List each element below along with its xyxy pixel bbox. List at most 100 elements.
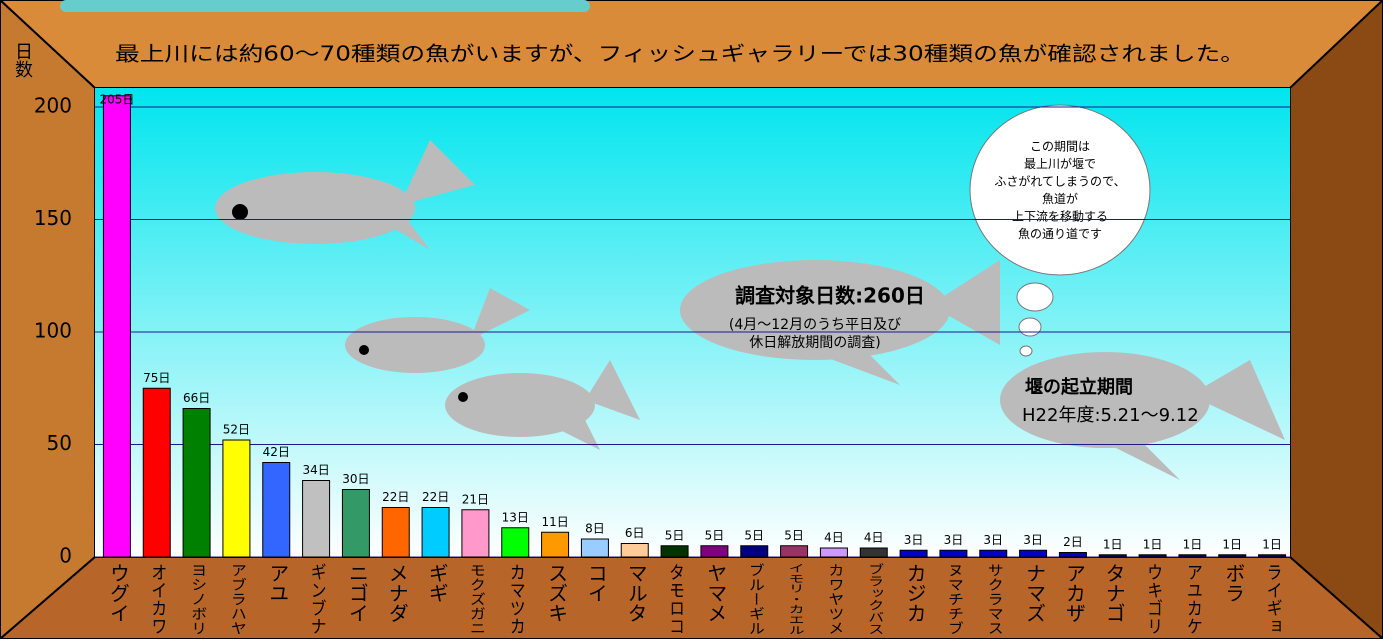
bar [1179, 555, 1206, 557]
x-tick-label: メナダ [385, 563, 409, 623]
value-label: 5日 [665, 528, 685, 542]
survey-note: 休日解放期間の調査) [749, 335, 880, 351]
value-label: 5日 [784, 528, 804, 542]
x-tick-label: アブラハヤ [228, 563, 247, 635]
bar [661, 546, 688, 557]
bar [820, 548, 847, 557]
bar [382, 508, 409, 558]
x-tick-label: ブルーギル [746, 563, 765, 635]
bar [621, 544, 648, 558]
bar [781, 546, 808, 557]
x-tick-label: ヨシノボリ [188, 563, 207, 635]
bar [542, 532, 569, 557]
bar [900, 550, 927, 557]
bar [1020, 550, 1047, 557]
value-label: 42日 [263, 445, 290, 459]
x-tick-label: ブラックバス [865, 563, 884, 635]
y-tick-label: 150 [34, 206, 72, 230]
bar [223, 440, 250, 557]
x-tick-label: ライギョ [1264, 563, 1283, 635]
value-label: 6日 [625, 526, 645, 540]
x-tick-label: ナマズ [1023, 563, 1047, 623]
x-tick-label: マルタ [624, 563, 648, 623]
value-label: 30日 [342, 472, 369, 486]
bar [263, 463, 290, 558]
bar [502, 528, 529, 557]
x-tick-label: ニゴイ [345, 563, 369, 623]
x-tick-label: カマツカ [507, 563, 526, 635]
x-tick-label: ウキゴリ [1144, 563, 1163, 635]
bar [1139, 555, 1166, 557]
value-label: 5日 [744, 528, 764, 542]
x-tick-label: タナゴ [1102, 563, 1126, 623]
value-label: 11日 [541, 515, 568, 529]
bar [940, 550, 967, 557]
bar [143, 388, 170, 557]
survey-note: (4月～12月のうち平日及び [729, 317, 901, 333]
x-tick-label: アユ [266, 563, 290, 603]
x-tick-label: ヤマメ [704, 563, 728, 623]
bar [462, 510, 489, 557]
bar [1219, 555, 1246, 557]
x-tick-label: コイ [584, 563, 608, 603]
bar [303, 481, 330, 558]
chart: 日数 最上川には約60～70種類の魚がいますが、フィッシュギャラリーでは30種類… [0, 0, 1383, 639]
value-label: 13日 [502, 510, 529, 524]
bar [701, 546, 728, 557]
value-label: 21日 [462, 492, 489, 506]
cloud-text: 魚の通り道です [1018, 227, 1102, 241]
frame-right [1290, 0, 1383, 639]
y-tick-label: 200 [34, 94, 72, 118]
weir-period: H22年度:5.21～9.12 [1022, 405, 1199, 426]
x-tick-label: イモリ・カエル [786, 563, 805, 635]
value-label: 22日 [422, 490, 449, 504]
cloud-text: 最上川が堰で [1024, 156, 1096, 171]
value-label: 205日 [99, 93, 134, 107]
x-tick-label: サクラマス [985, 563, 1004, 635]
survey-title: 調査対象日数:260日 [735, 284, 925, 308]
cloud-text: ふさがれてしまうので、 [994, 174, 1125, 189]
y-axis-label: 日数 [12, 42, 33, 78]
value-label: 3日 [1023, 533, 1043, 547]
value-label: 8日 [585, 522, 605, 536]
value-label: 4日 [824, 531, 844, 545]
cloud-text: 魚道が [1042, 191, 1078, 206]
bar [980, 550, 1007, 557]
value-label: 1日 [1143, 537, 1163, 551]
value-label: 3日 [983, 533, 1003, 547]
x-tick-label: アカザ [1062, 563, 1086, 623]
x-tick-label: カジカ [903, 563, 927, 623]
cloud-text: 上下流を移動する [1012, 210, 1108, 224]
x-tick-label: ギンブナ [308, 563, 327, 635]
value-label: 5日 [705, 528, 725, 542]
y-tick-label: 50 [47, 431, 72, 455]
value-label: 2日 [1063, 535, 1083, 549]
tab [60, 0, 590, 12]
value-label: 75日 [143, 371, 170, 385]
value-label: 52日 [223, 423, 250, 437]
bar [103, 96, 130, 557]
value-label: 1日 [1222, 537, 1242, 551]
weir-title: 堰の起立期間 [1025, 376, 1133, 398]
y-tick-label: 0 [59, 544, 72, 568]
bar [1259, 555, 1286, 557]
bar [581, 539, 608, 557]
x-tick-label: ヌマチチブ [945, 563, 964, 635]
x-tick-label: カワヤツメ [825, 563, 844, 635]
x-tick-label: ボラ [1222, 563, 1246, 603]
bar [342, 490, 369, 558]
value-label: 34日 [302, 463, 329, 477]
x-tick-label: オイカワ [148, 563, 167, 635]
bar [1059, 553, 1086, 558]
x-tick-label: ウグイ [106, 563, 130, 623]
x-tick-label: タモロコ [666, 563, 685, 635]
value-label: 3日 [944, 533, 964, 547]
bar [422, 508, 449, 558]
bar [183, 409, 210, 558]
value-label: 1日 [1183, 537, 1203, 551]
x-tick-label: スズキ [545, 563, 569, 623]
value-label: 22日 [382, 490, 409, 504]
value-label: 4日 [864, 531, 884, 545]
frame-floor [0, 557, 1383, 639]
chart-title: 最上川には約60～70種類の魚がいますが、フィッシュギャラリーでは30種類の魚が… [115, 42, 1245, 66]
